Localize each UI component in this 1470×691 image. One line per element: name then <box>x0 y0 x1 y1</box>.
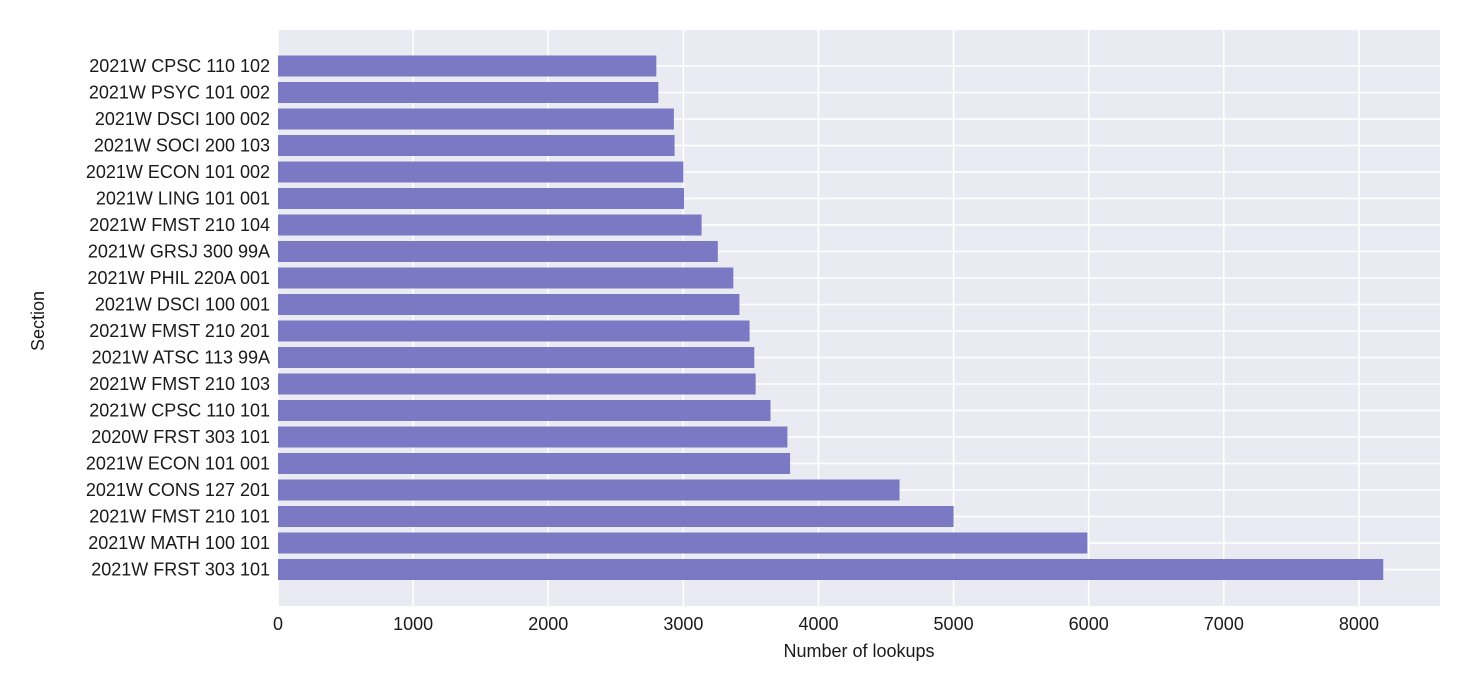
bar <box>278 479 900 501</box>
y-tick-label: 2021W FMST 210 201 <box>89 321 270 341</box>
y-tick-label: 2021W ECON 101 001 <box>86 454 270 474</box>
y-tick-label: 2021W CPSC 110 101 <box>89 401 270 421</box>
bar <box>278 532 1088 554</box>
y-tick-label: 2021W DSCI 100 001 <box>95 295 270 315</box>
x-tick-label: 5000 <box>934 614 974 634</box>
bar <box>278 108 674 130</box>
bar <box>278 373 756 395</box>
y-tick-label: 2021W FMST 210 103 <box>89 374 270 394</box>
y-tick-label: 2021W PSYC 101 002 <box>89 83 270 103</box>
bar <box>278 55 657 77</box>
bar <box>278 559 1384 580</box>
x-tick-label: 1000 <box>393 614 433 634</box>
bar <box>278 400 771 421</box>
bar <box>278 347 755 368</box>
y-tick-label: 2021W LING 101 001 <box>96 189 270 209</box>
x-tick-labels: 0 1000 2000 3000 4000 5000 6000 7000 8000 <box>273 614 1379 634</box>
x-tick-label: 0 <box>273 614 283 634</box>
x-tick-label: 3000 <box>663 614 703 634</box>
bars <box>278 55 1384 580</box>
y-tick-label: 2021W ECON 101 002 <box>86 162 270 182</box>
bar <box>278 453 791 474</box>
x-axis-label: Number of lookups <box>783 641 934 661</box>
y-tick-label: 2021W CPSC 110 102 <box>89 56 270 76</box>
y-tick-label: 2021W CONS 127 201 <box>86 480 270 500</box>
x-tick-label: 4000 <box>798 614 838 634</box>
y-tick-label: 2021W DSCI 100 002 <box>95 109 270 129</box>
x-tick-label: 8000 <box>1339 614 1379 634</box>
bar <box>278 320 750 342</box>
bar <box>278 506 954 527</box>
bar <box>278 161 684 183</box>
bar <box>278 82 659 103</box>
y-tick-label: 2021W GRSJ 300 99A <box>88 242 270 262</box>
y-axis-label: Section <box>28 291 48 351</box>
y-tick-label: 2021W PHIL 220A 001 <box>88 268 270 288</box>
bar <box>278 267 734 289</box>
bar <box>278 241 718 262</box>
y-tick-label: 2021W ATSC 113 99A <box>92 348 270 368</box>
y-tick-label: 2021W FMST 210 101 <box>89 507 270 527</box>
x-tick-label: 7000 <box>1204 614 1244 634</box>
y-tick-label: 2021W SOCI 200 103 <box>94 136 270 156</box>
y-tick-label: 2021W MATH 100 101 <box>88 533 270 553</box>
bar <box>278 214 702 236</box>
y-tick-labels: 2021W CPSC 110 102 2021W PSYC 101 002 2021… <box>86 56 270 580</box>
x-tick-label: 2000 <box>528 614 568 634</box>
x-tick-label: 6000 <box>1069 614 1109 634</box>
bar <box>278 426 788 448</box>
bar <box>278 135 675 156</box>
y-tick-label: 2021W FRST 303 101 <box>91 560 270 580</box>
y-tick-label: 2021W FMST 210 104 <box>89 215 270 235</box>
y-tick-label: 2020W FRST 303 101 <box>91 427 270 447</box>
bar <box>278 188 685 209</box>
bar <box>278 294 740 315</box>
